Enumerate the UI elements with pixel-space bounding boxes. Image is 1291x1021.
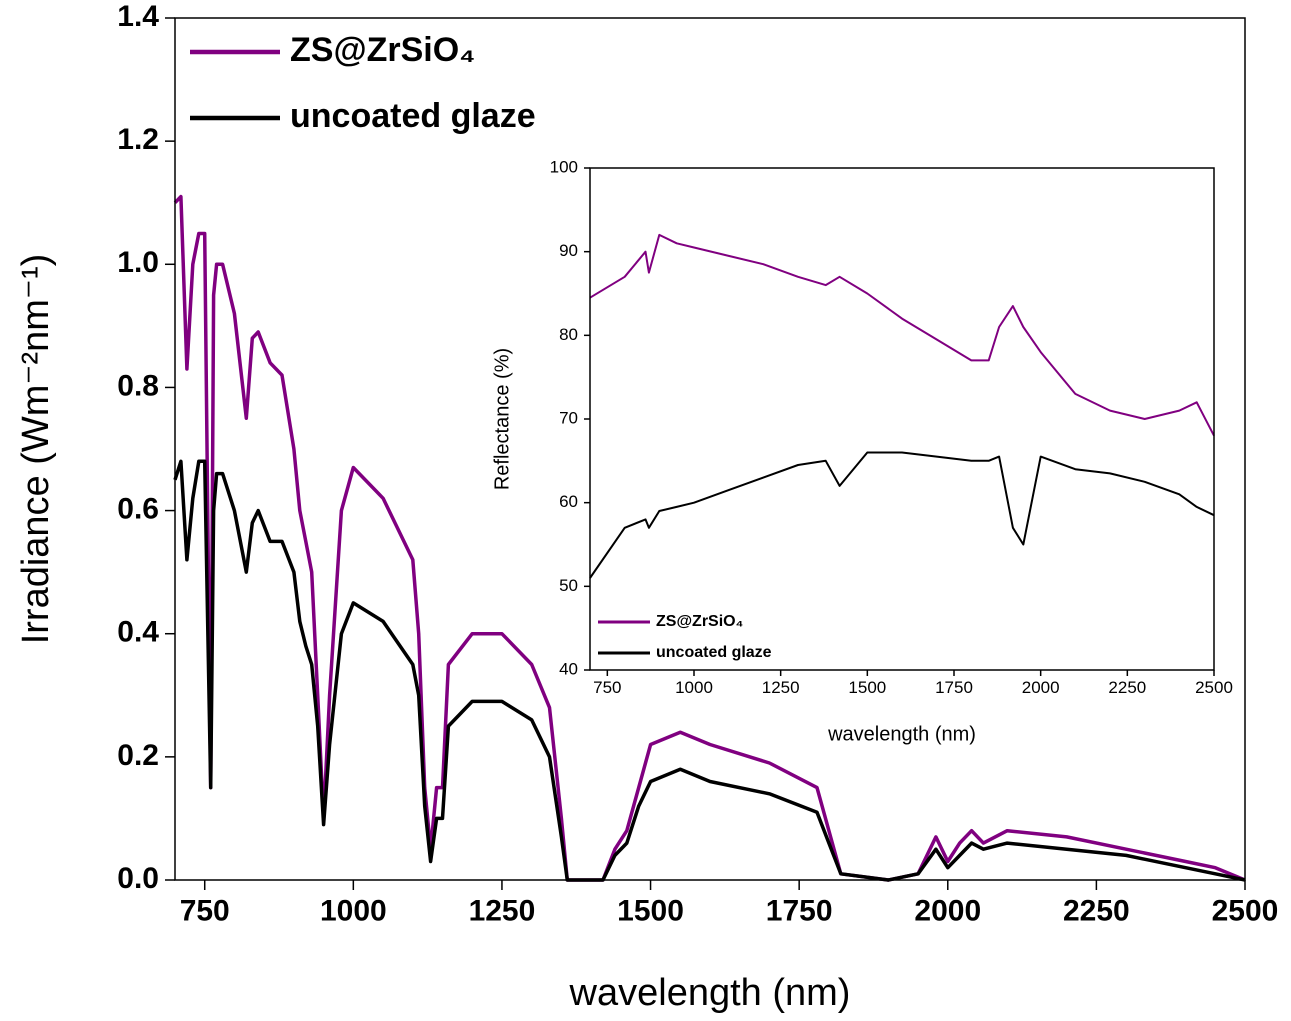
x-axis-label: wavelength (nm) [569, 972, 851, 1014]
y-tick-label: 1.4 [117, 0, 159, 33]
y-tick-label: 0.8 [117, 369, 159, 402]
y-tick-label: 0.4 [117, 616, 159, 649]
data-line [589, 233, 1215, 437]
x-tick-label: 2500 [1212, 894, 1279, 927]
inset-background [590, 168, 1214, 670]
x-tick-label: 1750 [766, 894, 833, 927]
x-tick-label: 1000 [675, 678, 713, 697]
x-tick-label: 1750 [935, 678, 973, 697]
plot-frame [589, 167, 1215, 671]
legend-label: uncoated glaze [290, 97, 536, 135]
x-tick-label: 1250 [469, 894, 536, 927]
y-tick-label: 1.0 [117, 246, 159, 279]
x-tick-label: 2250 [1063, 894, 1130, 927]
data-line [173, 459, 1246, 882]
plot-frame [174, 17, 1246, 881]
x-tick-label: 1500 [617, 894, 684, 927]
y-tick-label: 50 [559, 576, 578, 595]
y-tick-label: 1.2 [117, 123, 159, 156]
y-tick-label: 60 [559, 492, 578, 511]
y-axis-label: Reflectance (%) [491, 348, 513, 490]
x-tick-label: 2250 [1108, 678, 1146, 697]
data-line [173, 194, 1246, 882]
y-tick-label: 80 [559, 325, 578, 344]
y-tick-label: 0.0 [117, 862, 159, 895]
y-axis-label: Irradiance (Wm⁻²nm⁻¹) [15, 254, 57, 645]
legend-label: ZS@ZrSiO₄ [290, 31, 475, 69]
x-tick-label: 1250 [762, 678, 800, 697]
legend-label: ZS@ZrSiO₄ [656, 613, 743, 630]
x-tick-label: 2000 [1022, 678, 1060, 697]
x-axis-label: wavelength (nm) [827, 723, 976, 745]
x-tick-label: 750 [180, 894, 230, 927]
y-tick-label: 90 [559, 241, 578, 260]
y-tick-label: 0.6 [117, 492, 159, 525]
y-tick-label: 0.2 [117, 739, 159, 772]
data-line [589, 451, 1215, 579]
x-tick-label: 750 [593, 678, 621, 697]
x-tick-label: 2500 [1195, 678, 1233, 697]
y-tick-label: 70 [559, 408, 578, 427]
x-tick-label: 1500 [848, 678, 886, 697]
legend-label: uncoated glaze [656, 644, 772, 661]
x-tick-label: 1000 [320, 894, 387, 927]
y-tick-label: 100 [550, 157, 578, 176]
y-tick-label: 40 [559, 659, 578, 678]
x-tick-label: 2000 [914, 894, 981, 927]
